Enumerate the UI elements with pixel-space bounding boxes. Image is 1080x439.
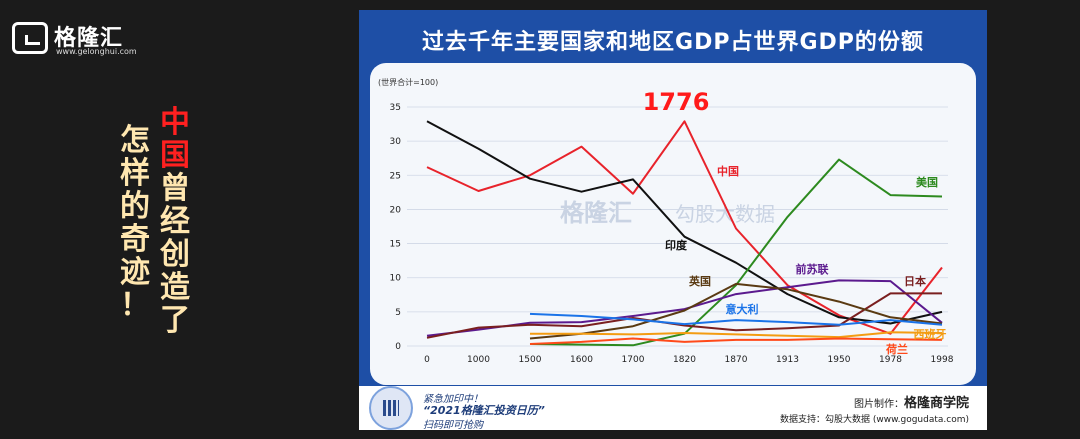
series-line-意大利 <box>529 312 943 326</box>
caption-char-red: 国 <box>160 138 190 173</box>
series-label: 前苏联 <box>796 262 829 276</box>
qr-code-icon[interactable] <box>369 386 413 430</box>
series-line-美国 <box>529 158 943 347</box>
promo-line2: “2021格隆汇投资日历” <box>423 404 545 417</box>
y-tick-label: 0 <box>395 342 401 352</box>
y-tick-label: 10 <box>390 274 402 284</box>
series-label: 中国 <box>717 164 739 178</box>
series-line-中国 <box>426 120 943 335</box>
watermark-logo: 格隆汇 <box>560 199 632 227</box>
y-tick-label: 5 <box>395 308 401 318</box>
x-tick-label: 1000 <box>467 355 490 365</box>
series-label: 英国 <box>688 274 711 288</box>
series-line-荷兰 <box>529 337 943 345</box>
series-label: 日本 <box>904 274 926 288</box>
series-line-印度 <box>426 120 943 325</box>
source-label: 数据支持：勾股大数据 <box>779 415 870 425</box>
series-label: 荷兰 <box>885 342 908 356</box>
chart-title: 过去千年主要国家和地区GDP占世界GDP的份额 <box>422 30 924 55</box>
x-tick-label: 1500 <box>519 355 542 365</box>
logo-mark-icon <box>12 22 48 54</box>
promo-line1: 紧急加印中！ <box>423 394 483 405</box>
caption-char: 的 <box>120 189 150 224</box>
x-tick-label: 1998 <box>931 355 954 365</box>
y-unit-label: (世界合计=100) <box>378 77 438 87</box>
x-tick-label: 1870 <box>725 355 748 365</box>
y-tick-label: 20 <box>390 205 402 215</box>
x-tick-label: 1700 <box>622 355 645 365</box>
caption-char: 迹 <box>120 255 150 290</box>
side-caption-col2: 中国曾经创造了 <box>160 106 190 337</box>
chart-card: 格隆汇 勾股大数据 (世界合计=100) 0 5 10 15 20 25 30 35 0 1000 150… <box>370 63 976 385</box>
x-tick-label: 1600 <box>570 355 593 365</box>
series-label: 印度 <box>665 238 688 252</box>
caption-char: 怎 <box>120 123 150 158</box>
series-label: 美国 <box>916 175 938 189</box>
series-label: 西班牙 <box>914 327 947 341</box>
caption-char: 经 <box>160 204 190 239</box>
logo-url: www.gelonghui.com <box>56 47 137 56</box>
caption-char: 创 <box>160 237 190 272</box>
series-label: 意大利 <box>726 302 759 316</box>
chart-footer: 紧急加印中！ “2021格隆汇投资日历” 扫码即可抢购 图片制作：格隆商学院 数… <box>359 386 987 431</box>
caption-char-red: 中 <box>160 105 190 140</box>
x-tick-label: 0 <box>424 355 430 365</box>
credit-label: 图片制作： <box>853 399 904 410</box>
y-tick-label: 15 <box>390 240 401 250</box>
caption-char: 造 <box>160 270 190 305</box>
caption-char: 曾 <box>160 171 190 206</box>
x-tick-label: 1820 <box>673 355 696 365</box>
annotation-1776: 1776 <box>643 88 710 116</box>
y-tick-label: 30 <box>390 137 402 147</box>
credit-value: 格隆商学院 <box>903 396 969 411</box>
series-line-日本 <box>426 292 942 339</box>
y-tick-label: 25 <box>390 171 401 181</box>
series-line-前苏联 <box>426 279 943 337</box>
infographic-panel: 过去千年主要国家和地区GDP占世界GDP的份额 格隆汇 勾股大数据 (世界合计=10… <box>359 10 987 431</box>
x-tick-label: 1978 <box>879 355 902 365</box>
credit: 图片制作：格隆商学院 <box>854 392 969 411</box>
caption-char: 奇 <box>120 222 150 257</box>
y-tick-label: 35 <box>390 103 401 113</box>
caption-char: 样 <box>120 156 150 191</box>
caption-char: 了 <box>160 303 190 338</box>
series-line-西班牙 <box>530 331 943 339</box>
series-line-英国 <box>529 282 943 340</box>
logo-name: 格隆汇 <box>54 26 124 51</box>
x-tick-label: 1913 <box>776 355 799 365</box>
promo-line3: 扫码即可抢购 <box>423 420 483 431</box>
gelonghui-logo: 格隆汇 www.gelonghui.com <box>12 20 137 60</box>
source-url: (www.gogudata.com) <box>872 415 969 425</box>
source: 数据支持：勾股大数据 (www.gogudata.com) <box>780 412 969 425</box>
caption-char: ！ <box>120 288 150 323</box>
x-tick-label: 1950 <box>828 355 851 365</box>
side-caption-col1: 怎样的奇迹！ <box>120 124 150 322</box>
